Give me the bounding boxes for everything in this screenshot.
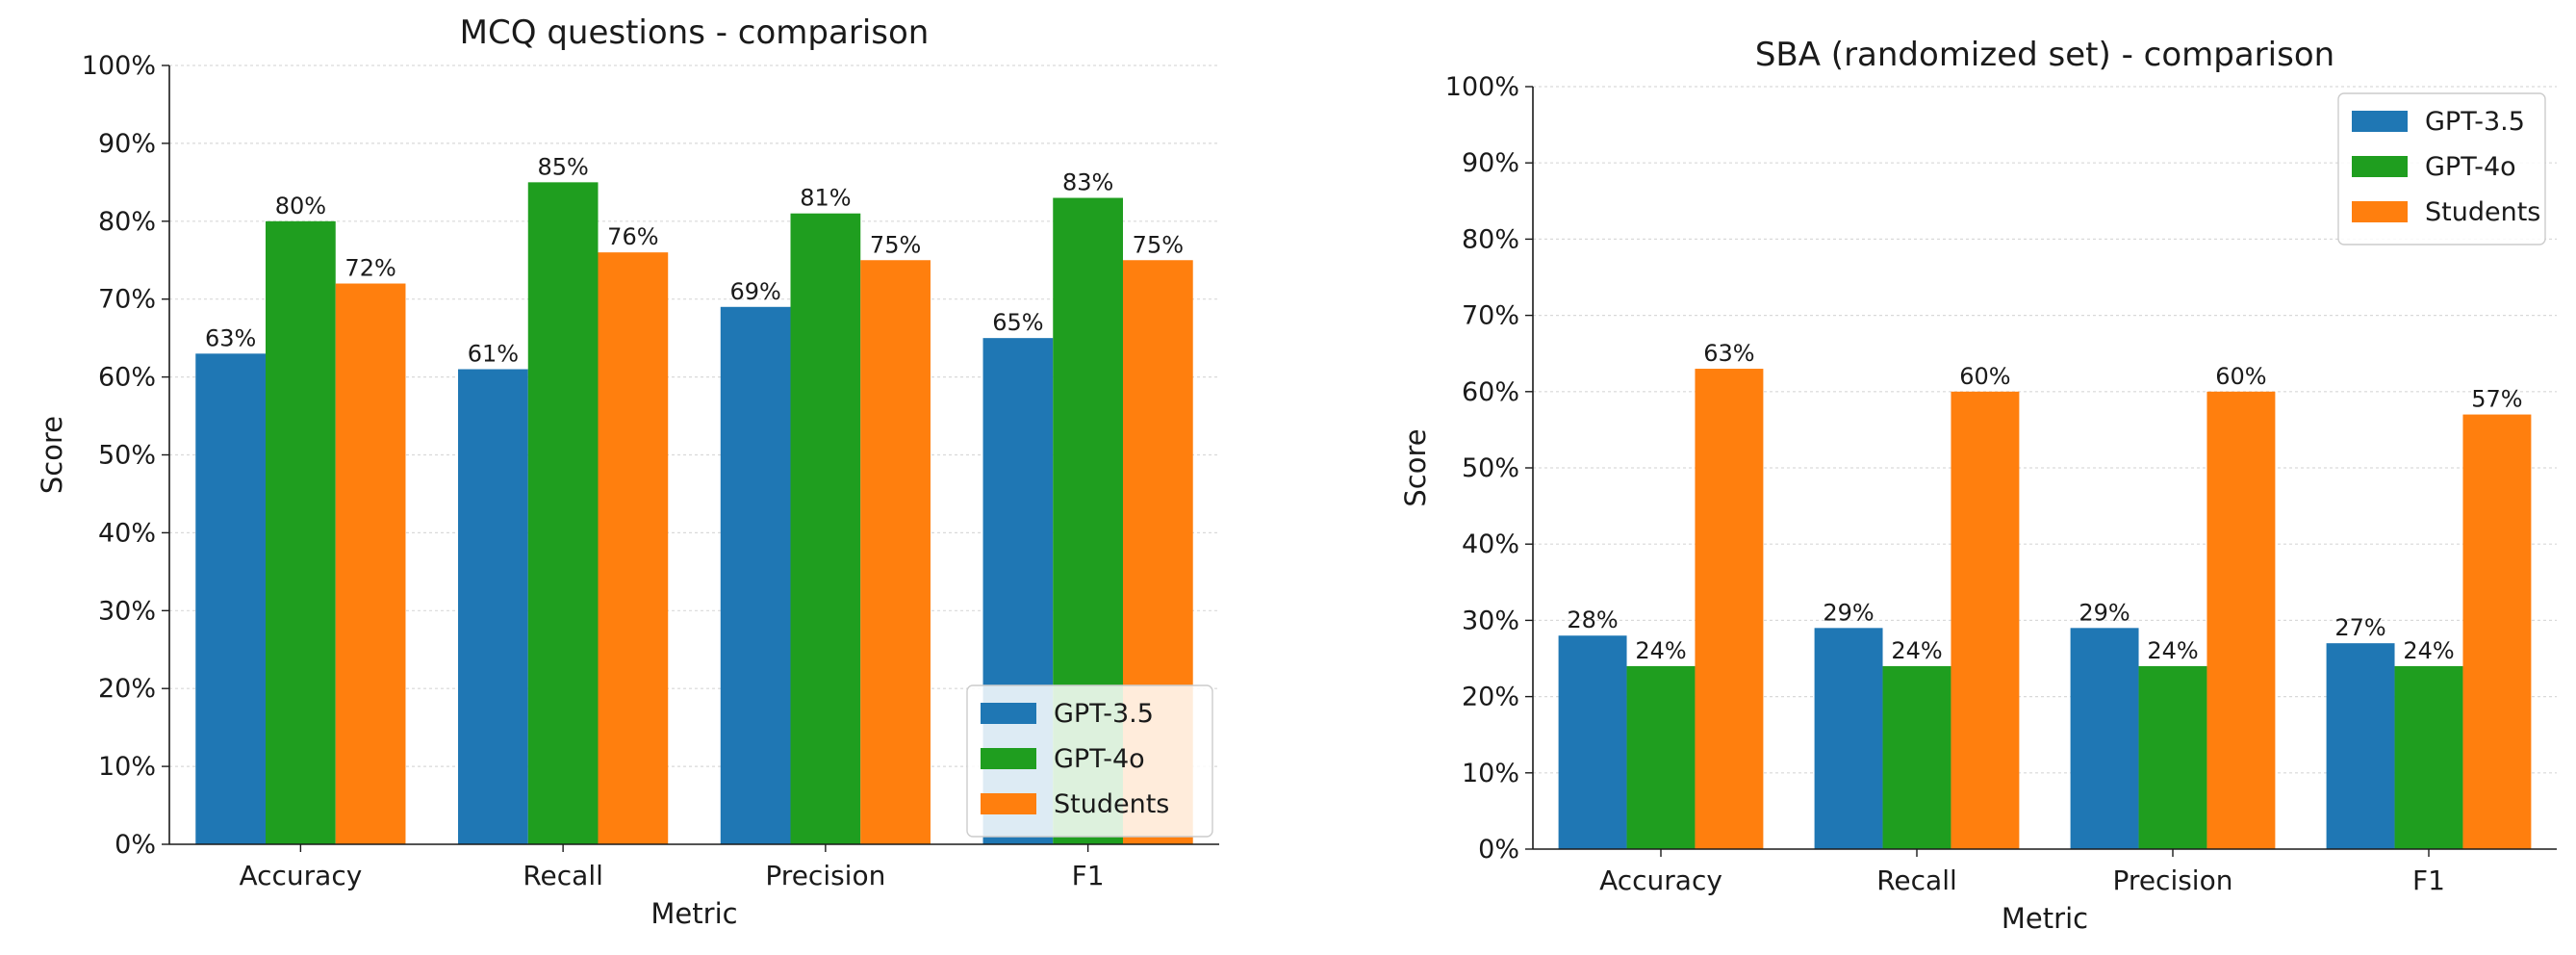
- x-tick-label: F1: [1072, 860, 1105, 891]
- chart-mcq: MCQ questions - comparison 0% 10% 20% 30% 40%…: [36, 13, 1219, 930]
- bar-value-label: 57%: [2471, 386, 2522, 413]
- x-tick-label: Precision: [765, 860, 885, 891]
- x-tick-label: F1: [2412, 865, 2445, 896]
- bar-gpt-4o-recall: [1882, 665, 1951, 849]
- bar-value-label: 28%: [1567, 607, 1618, 633]
- x-tick-label: Accuracy: [1599, 865, 1722, 896]
- bar-gpt-4o-precision: [790, 213, 861, 844]
- legend-entry: GPT-3.5: [2425, 107, 2525, 137]
- bar-gpt-4o-precision: [2138, 665, 2207, 849]
- bar-students-precision: [2206, 391, 2276, 849]
- chart-title: SBA (randomized set) - comparison: [1755, 36, 2334, 74]
- x-tick-label: Recall: [1876, 865, 1957, 896]
- y-tick-label: 80%: [1462, 224, 1519, 254]
- chart-sba: SBA (randomized set) - comparison 0% 10% 20…: [1399, 36, 2557, 935]
- legend-swatch: [981, 703, 1036, 724]
- y-tick-label: 40%: [98, 518, 156, 548]
- bar-value-label: 29%: [2079, 599, 2130, 626]
- bar-value-label: 75%: [1133, 231, 1184, 258]
- x-tick-label: Recall: [523, 860, 603, 891]
- bar-value-label: 72%: [344, 255, 395, 282]
- legend: GPT-3.5 GPT-4o Students: [2337, 92, 2546, 245]
- legend-entry: Students: [1054, 789, 1169, 819]
- bar-value-label: 60%: [1959, 363, 2010, 390]
- bar-value-label: 63%: [205, 324, 256, 351]
- y-tick-label: 0%: [115, 830, 156, 860]
- bar-value-label: 61%: [468, 341, 519, 368]
- y-tick-label: 10%: [1462, 759, 1519, 788]
- y-tick-label: 20%: [98, 674, 156, 704]
- x-axis-label: Metric: [650, 897, 737, 930]
- legend-swatch: [2352, 201, 2408, 222]
- bar-value-label: 24%: [2403, 637, 2454, 664]
- y-tick-label: 90%: [1462, 148, 1519, 178]
- bar-value-label: 24%: [1891, 637, 1942, 664]
- bar-value-label: 85%: [537, 153, 588, 180]
- bar-value-label: 63%: [1703, 340, 1754, 367]
- y-tick-label: 30%: [1462, 606, 1519, 635]
- bar-gpt-4o-accuracy: [1626, 665, 1696, 849]
- y-tick-label: 40%: [1462, 529, 1519, 559]
- legend-swatch: [2352, 111, 2408, 132]
- y-tick-label: 0%: [1478, 835, 1519, 865]
- bar-students-accuracy: [1695, 369, 1764, 849]
- y-tick-label: 70%: [1462, 301, 1519, 331]
- bar-value-label: 65%: [992, 309, 1043, 336]
- legend-entry: GPT-4o: [2425, 152, 2516, 182]
- bar-students-recall: [1951, 391, 2020, 849]
- bar-value-label: 76%: [607, 223, 658, 250]
- bar-gpt-3-5-recall: [1814, 628, 1883, 849]
- legend-swatch: [2352, 156, 2408, 177]
- bar-gpt-3-5-precision: [720, 306, 791, 844]
- x-tick-label: Precision: [2113, 865, 2233, 896]
- bar-value-label: 75%: [870, 231, 921, 258]
- legend: GPT-3.5 GPT-4o Students: [966, 684, 1213, 838]
- bar-gpt-3-5-accuracy: [195, 353, 267, 844]
- bar-gpt-3-5-precision: [2070, 628, 2139, 849]
- y-tick-label: 20%: [1462, 683, 1519, 712]
- bar-value-label: 27%: [2334, 614, 2385, 641]
- y-tick-label: 60%: [1462, 377, 1519, 407]
- y-tick-label: 50%: [1462, 453, 1519, 483]
- bar-gpt-4o-f1: [2394, 665, 2463, 849]
- x-axis-label: Metric: [2002, 902, 2088, 935]
- bar-gpt-3-5-accuracy: [1558, 635, 1627, 849]
- y-tick-label: 60%: [98, 363, 156, 393]
- y-tick-label: 30%: [98, 596, 156, 626]
- bar-gpt-4o-accuracy: [266, 220, 336, 845]
- y-tick-label: 10%: [98, 752, 156, 782]
- bar-value-label: 83%: [1062, 169, 1113, 196]
- y-axis-label: Score: [1399, 428, 1432, 506]
- legend-swatch: [981, 793, 1036, 814]
- y-tick-label: 80%: [98, 207, 156, 237]
- bar-value-label: 81%: [800, 185, 851, 212]
- y-tick-label: 70%: [98, 285, 156, 315]
- bar-gpt-4o-recall: [527, 182, 599, 845]
- legend-swatch: [981, 748, 1036, 769]
- bar-value-label: 29%: [1823, 599, 1874, 626]
- bar-students-f1: [2462, 414, 2532, 849]
- bar-value-label: 60%: [2215, 363, 2266, 390]
- y-tick-label: 100%: [1445, 72, 1519, 102]
- y-tick-label: 50%: [98, 441, 156, 471]
- bar-gpt-3-5-recall: [458, 369, 528, 844]
- legend-entry: GPT-4o: [1054, 744, 1145, 774]
- y-tick-label: 100%: [82, 51, 156, 81]
- chart-title: MCQ questions - comparison: [460, 13, 930, 52]
- bar-value-label: 80%: [275, 193, 326, 219]
- x-tick-label: Accuracy: [239, 860, 362, 891]
- y-tick-label: 90%: [98, 129, 156, 159]
- bar-students-accuracy: [335, 283, 406, 844]
- bar-students-precision: [860, 260, 931, 844]
- bar-value-label: 24%: [2147, 637, 2198, 664]
- legend-entry: GPT-3.5: [1054, 699, 1154, 729]
- legend-entry: Students: [2425, 197, 2540, 227]
- y-axis-label: Score: [36, 416, 68, 494]
- bar-gpt-3-5-f1: [2326, 643, 2395, 849]
- bar-value-label: 24%: [1635, 637, 1686, 664]
- bar-value-label: 69%: [729, 278, 780, 305]
- bar-students-recall: [598, 252, 669, 844]
